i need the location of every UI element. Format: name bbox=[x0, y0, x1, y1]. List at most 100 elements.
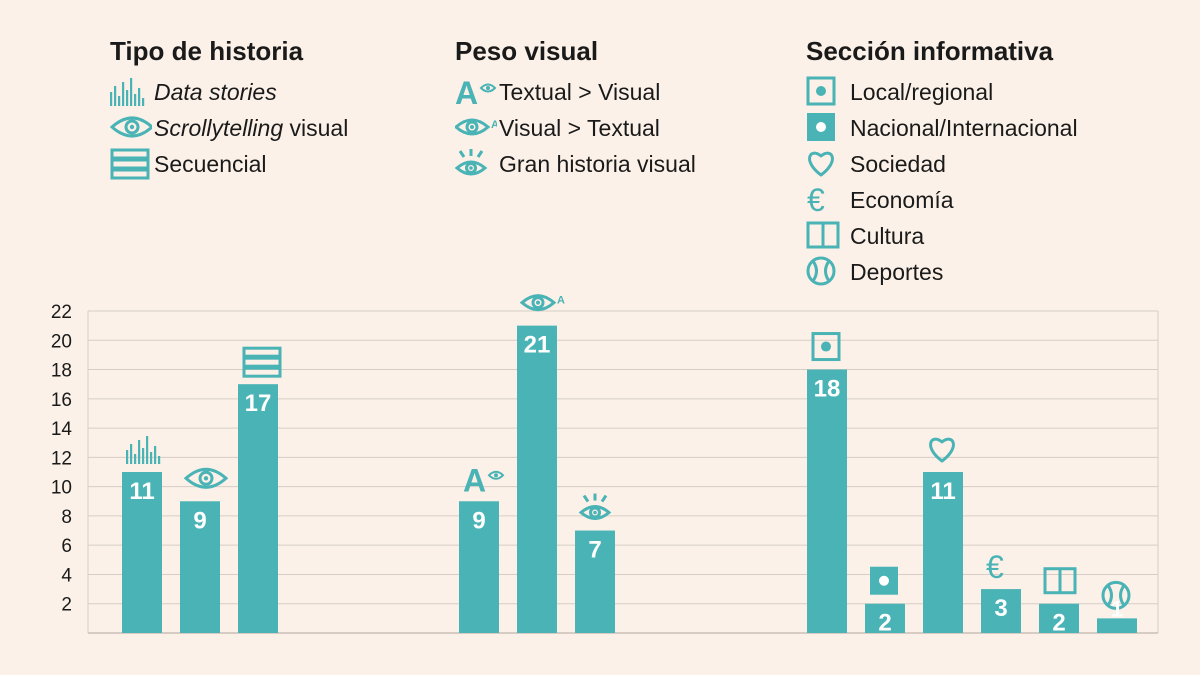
legend-label-rest: visual bbox=[283, 114, 349, 141]
data-stories-icon-glyph bbox=[110, 78, 145, 106]
legend-item-sociedad: Sociedad bbox=[806, 146, 1078, 182]
legend-label: Local/regional bbox=[850, 78, 994, 105]
legend-item-cultura: Cultura bbox=[806, 218, 1078, 254]
sequential-icon bbox=[242, 346, 282, 378]
ball-icon bbox=[1101, 580, 1131, 610]
svg-text:A: A bbox=[557, 295, 565, 307]
ball-icon bbox=[806, 256, 850, 287]
legend-label: Deportes bbox=[850, 258, 944, 285]
bar bbox=[459, 501, 499, 633]
y-tick-label: 4 bbox=[61, 565, 72, 586]
legend-label: Economía bbox=[850, 186, 954, 213]
data-label: 17 bbox=[245, 390, 272, 417]
bar bbox=[923, 472, 963, 633]
local-icon bbox=[806, 76, 850, 107]
text-over-visual-icon: A bbox=[455, 76, 499, 108]
svg-text:A: A bbox=[463, 462, 486, 498]
legend-item-scrollytelling: Scrollytelling visual bbox=[110, 110, 348, 146]
data-label: 9 bbox=[472, 507, 485, 534]
svg-text:A: A bbox=[491, 119, 497, 131]
big-visual-story-icon bbox=[578, 493, 612, 521]
national-icon bbox=[870, 566, 898, 595]
y-tick-label: 22 bbox=[51, 302, 72, 323]
legend-peso-visual: Peso visual A Textual > Visual A Visual … bbox=[455, 36, 696, 182]
legend-item-economia: € Economía bbox=[806, 182, 1078, 218]
legend-label: Visual > Textual bbox=[499, 114, 660, 141]
data-label: 21 bbox=[524, 332, 551, 359]
heart-icon bbox=[806, 149, 850, 179]
legend-item-textual-visual: A Textual > Visual bbox=[455, 74, 696, 110]
text-over-visual-icon: A bbox=[463, 462, 505, 498]
data-stories-icon bbox=[126, 436, 161, 464]
legend-item-nacional: Nacional/Internacional bbox=[806, 110, 1078, 146]
data-label: 3 bbox=[994, 595, 1007, 622]
legend-item-gran-historia: Gran historia visual bbox=[455, 146, 696, 182]
legend-label: Scrollytelling bbox=[154, 114, 284, 141]
sequential-icon-glyph bbox=[110, 148, 150, 180]
data-label: 2 bbox=[1052, 610, 1065, 637]
national-icon-glyph bbox=[807, 113, 835, 141]
eye-icon bbox=[183, 467, 229, 489]
y-tick-label: 14 bbox=[51, 419, 73, 440]
legend-item-local: Local/regional bbox=[806, 74, 1078, 110]
data-label: 7 bbox=[588, 537, 601, 564]
legend-label: Textual > Visual bbox=[499, 78, 661, 105]
legend-item-visual-textual: A Visual > Textual bbox=[455, 110, 696, 146]
national-icon bbox=[806, 113, 850, 143]
visual-over-text-icon: A bbox=[519, 294, 565, 312]
y-tick-label: 16 bbox=[51, 390, 72, 411]
svg-text:€: € bbox=[986, 549, 1004, 585]
legend-label: Gran historia visual bbox=[499, 150, 696, 177]
y-tick-label: 12 bbox=[51, 448, 72, 469]
ball-icon-glyph bbox=[806, 256, 836, 286]
bar bbox=[807, 369, 847, 633]
data-stories-icon bbox=[110, 77, 154, 107]
big-visual-story-icon bbox=[455, 149, 499, 179]
bar bbox=[180, 501, 220, 633]
heart-icon bbox=[929, 437, 955, 463]
bar bbox=[517, 325, 557, 633]
data-label: 2 bbox=[878, 610, 891, 637]
data-label: 9 bbox=[193, 507, 206, 534]
euro-icon-glyph: € bbox=[807, 184, 825, 216]
bar bbox=[1097, 618, 1137, 633]
text-over-visual-icon-glyph: A bbox=[455, 76, 497, 108]
legend-item-secuencial: Secuencial bbox=[110, 146, 348, 182]
bar bbox=[122, 472, 162, 633]
data-label: 18 bbox=[814, 376, 841, 403]
data-label: 1 bbox=[1111, 596, 1123, 621]
legend-seccion-informativa: Sección informativa Local/regional Nacio… bbox=[806, 36, 1078, 290]
y-tick-label: 10 bbox=[51, 478, 72, 499]
euro-icon: € bbox=[806, 184, 850, 216]
book-icon-glyph bbox=[806, 221, 840, 249]
y-tick-label: 8 bbox=[61, 507, 72, 528]
legend-title: Sección informativa bbox=[806, 36, 1054, 66]
y-tick-label: 6 bbox=[61, 536, 72, 557]
euro-icon: € bbox=[986, 549, 1004, 585]
legend-tipo-historia: Tipo de historia Data stories Scrollytel… bbox=[110, 36, 348, 182]
y-tick-label: 20 bbox=[51, 331, 72, 352]
bar bbox=[981, 589, 1021, 633]
bar bbox=[575, 530, 615, 633]
local-icon-glyph bbox=[806, 76, 836, 106]
bar bbox=[238, 384, 278, 633]
legend-item-data-stories: Data stories bbox=[110, 74, 348, 110]
book-icon bbox=[1043, 567, 1077, 595]
heart-icon-glyph bbox=[808, 151, 834, 177]
big-visual-story-icon-glyph bbox=[455, 149, 488, 176]
bar bbox=[865, 603, 905, 633]
bar bbox=[1039, 603, 1079, 633]
eye-icon-glyph bbox=[110, 116, 152, 138]
data-label: 11 bbox=[129, 478, 154, 505]
legend-item-deportes: Deportes bbox=[806, 254, 1078, 290]
legend-label: Sociedad bbox=[850, 150, 946, 177]
eye-icon bbox=[110, 113, 154, 143]
svg-text:€: € bbox=[807, 184, 825, 216]
y-tick-label: 2 bbox=[61, 595, 72, 616]
svg-text:A: A bbox=[455, 76, 478, 108]
book-icon bbox=[806, 221, 850, 251]
local-icon bbox=[811, 332, 841, 362]
y-tick-label: 18 bbox=[51, 361, 72, 382]
legend-label: Data stories bbox=[154, 78, 277, 105]
